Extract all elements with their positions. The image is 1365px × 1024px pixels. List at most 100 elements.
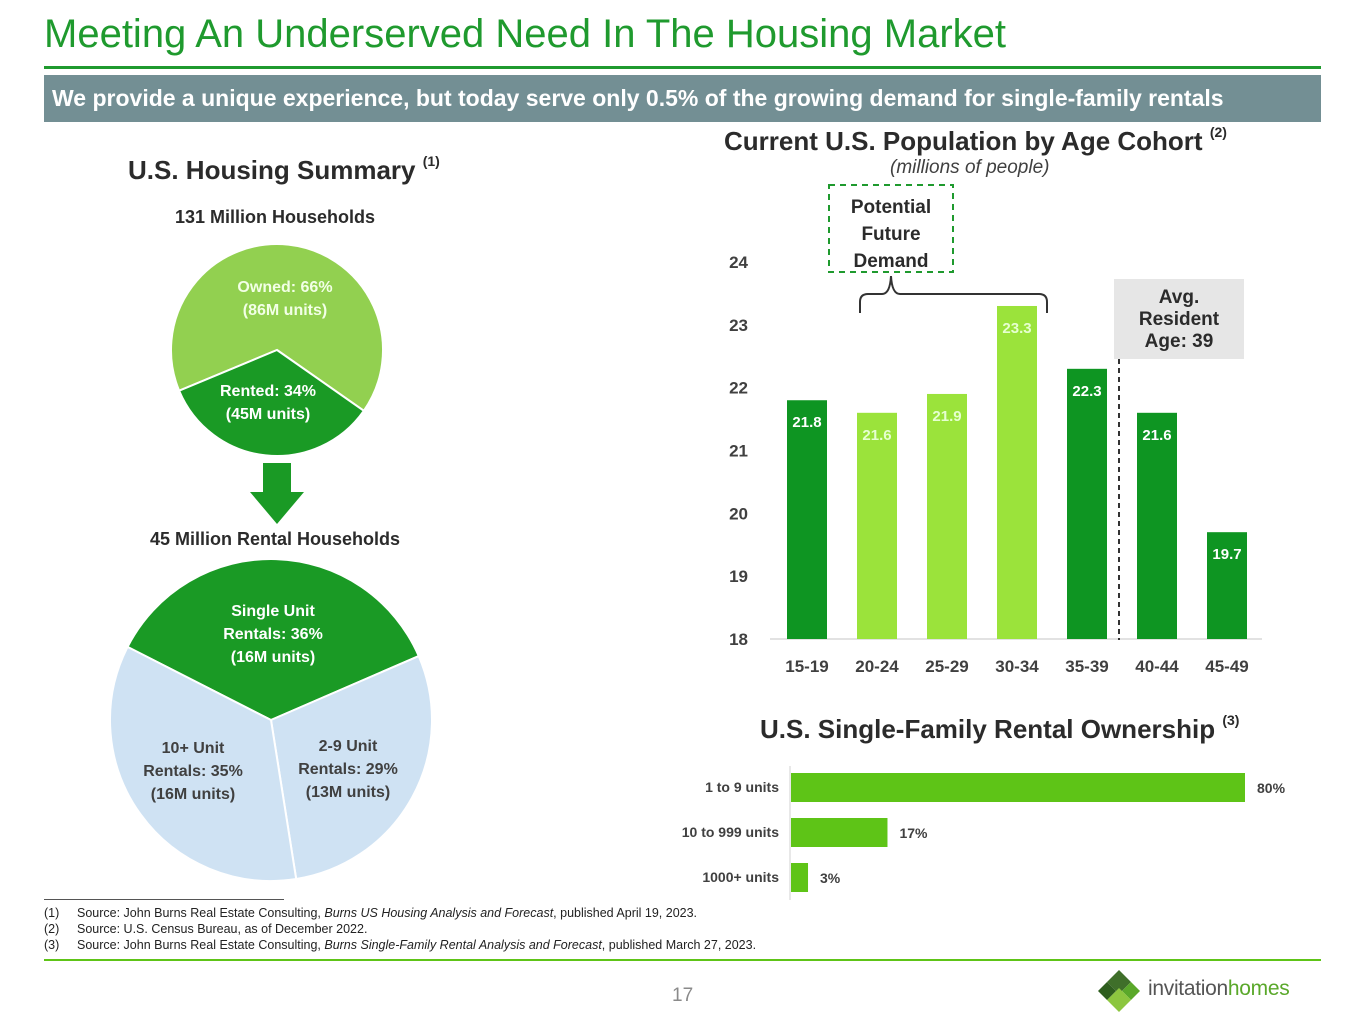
- population-bar: [997, 305, 1037, 639]
- footer-divider: [44, 959, 1321, 961]
- single-unit-label-line1: Single Unit: [231, 603, 315, 620]
- sfr-footnote-ref: (3): [1222, 712, 1240, 728]
- bar-value-label: 21.6: [862, 427, 891, 444]
- y-tick-label: 24: [729, 253, 748, 272]
- ten-plus-label-line1: 10+ Unit: [161, 740, 225, 757]
- sfr-bar: [791, 773, 1245, 802]
- y-tick-label: 21: [729, 442, 748, 461]
- sfr-chart-title: U.S. Single-Family Rental Ownership (3): [760, 712, 1240, 745]
- bar-value-label: 21.8: [792, 414, 821, 431]
- avg-line2: Resident: [1139, 309, 1220, 330]
- two-to-nine-unit-label: 2-9 Unit Rentals: 29% (13M units): [288, 735, 408, 804]
- population-chart-title-text: Current U.S. Population by Age Cohort: [724, 126, 1203, 156]
- y-tick-label: 22: [729, 379, 748, 398]
- two-to-nine-label-line2: Rentals: 29%: [298, 761, 398, 778]
- x-tick-label: 30-34: [995, 657, 1039, 676]
- sfr-chart-title-text: U.S. Single-Family Rental Ownership: [760, 714, 1216, 744]
- owned-label-line1: Owned: 66%: [237, 279, 333, 296]
- sfr-value-label: 17%: [899, 825, 928, 841]
- headline-banner: We provide a unique experience, but toda…: [44, 75, 1321, 122]
- single-unit-label-line2: Rentals: 36%: [223, 626, 323, 643]
- y-tick-label: 18: [729, 630, 748, 649]
- owned-label-line2: (86M units): [242, 302, 328, 319]
- footnote-3-source: Burns Single-Family Rental Analysis and …: [324, 938, 602, 952]
- down-arrow-icon: [250, 463, 304, 524]
- y-tick-label: 19: [729, 567, 748, 586]
- sfr-bar: [791, 818, 888, 847]
- sfr-category-label: 10 to 999 units: [682, 824, 779, 840]
- footnote-2-number: (2): [44, 922, 60, 936]
- sfr-bar-chart: 1 to 9 units 80% 10 to 999 units 17% 1000+ u…: [682, 766, 1286, 900]
- footnote-2: (2) Source: U.S. Census Bureau, as of Dec…: [44, 922, 367, 936]
- demand-line3: Demand: [854, 251, 929, 272]
- avg-age-box: [1114, 279, 1244, 359]
- sfr-category-label: 1000+ units: [702, 869, 779, 885]
- footnote-3: (3) Source: John Burns Real Estate Consul…: [44, 938, 756, 952]
- sfr-bar: [791, 863, 809, 892]
- sfr-category-label: 1 to 9 units: [705, 779, 779, 795]
- x-tick-label: 35-39: [1065, 657, 1108, 676]
- single-unit-slice: [126, 558, 421, 722]
- households-label: 131 Million Households: [175, 207, 376, 227]
- footnote-1-source: Burns US Housing Analysis and Forecast: [324, 906, 554, 920]
- demand-line2: Future: [861, 224, 920, 245]
- footnote-3-number: (3): [44, 938, 60, 952]
- two-to-nine-label-line3: (13M units): [305, 784, 391, 801]
- ten-plus-unit-slice: [109, 645, 298, 882]
- ten-plus-unit-label: 10+ Unit Rentals: 35% (16M units): [133, 737, 253, 806]
- footnote-1-text: Source: John Burns Real Estate Consultin…: [77, 906, 325, 920]
- housing-summary-title: U.S. Housing Summary (1): [128, 153, 440, 186]
- demand-line1: Potential: [851, 197, 931, 218]
- footnote-divider: [44, 899, 284, 900]
- demand-brace: [859, 275, 1048, 313]
- housing-summary-footnote-ref: (1): [422, 153, 440, 169]
- population-bar: [927, 393, 967, 639]
- rented-slice: [177, 348, 366, 457]
- x-tick-label: 20-24: [855, 657, 899, 676]
- logo-word-invitation: invitation: [1148, 977, 1228, 1000]
- footnote-3-date: , published March 27, 2023.: [601, 938, 757, 952]
- population-bar-chart: 18 19 20 21 22 23 24 21.8 21.6 21.9 23.3 22.3 21.6 1…: [729, 184, 1262, 676]
- sfr-value-label: 3%: [820, 870, 841, 886]
- rental-households-label: 45 Million Rental Households: [150, 529, 401, 549]
- population-chart-title: Current U.S. Population by Age Cohort (2…: [724, 124, 1227, 157]
- bar-value-label: 22.3: [1072, 383, 1101, 400]
- y-tick-label: 23: [729, 316, 748, 335]
- bar-value-label: 23.3: [1002, 320, 1031, 337]
- page-title: Meeting An Underserved Need In The Housi…: [44, 12, 1007, 56]
- avg-line1: Avg.: [1159, 287, 1199, 308]
- population-chart-subtitle: (millions of people): [890, 157, 1050, 178]
- rented-label-line2: (45M units): [225, 406, 311, 423]
- y-tick-label: 20: [729, 504, 748, 523]
- footnote-3-text: Source: John Burns Real Estate Consultin…: [77, 938, 325, 952]
- bar-value-label: 19.7: [1212, 546, 1241, 563]
- rented-label-line1: Rented: 34%: [219, 383, 317, 400]
- owned-slice: [170, 243, 384, 413]
- ten-plus-label-line2: Rentals: 35%: [143, 763, 243, 780]
- population-bar: [857, 412, 897, 639]
- ten-plus-label-line3: (16M units): [150, 786, 236, 803]
- housing-pies: [109, 243, 433, 882]
- potential-demand-box: [828, 184, 954, 273]
- sfr-value-label: 80%: [1257, 780, 1286, 796]
- invitation-homes-logo: invitationhomes: [1148, 977, 1290, 1001]
- x-tick-label: 15-19: [785, 657, 828, 676]
- x-tick-label: 45-49: [1205, 657, 1248, 676]
- population-bar: [787, 400, 827, 639]
- rented-label: Rented: 34% (45M units): [208, 380, 328, 426]
- page-number: 17: [672, 985, 694, 1006]
- invitation-homes-logo-icon: [1098, 970, 1140, 1012]
- bar-value-label: 21.6: [1142, 427, 1171, 444]
- footnote-2-text: Source: U.S. Census Bureau, as of Decemb…: [77, 922, 368, 936]
- owned-label: Owned: 66% (86M units): [225, 276, 345, 322]
- population-footnote-ref: (2): [1209, 124, 1227, 140]
- footnote-1-date: , published April 19, 2023.: [553, 906, 698, 920]
- logo-word-homes: homes: [1227, 977, 1290, 1000]
- footnote-1: (1) Source: John Burns Real Estate Consul…: [44, 906, 697, 920]
- avg-line3: Age: 39: [1145, 331, 1214, 352]
- bar-value-label: 21.9: [932, 408, 961, 425]
- x-tick-label: 40-44: [1135, 657, 1179, 676]
- population-bar: [1137, 412, 1177, 639]
- two-to-nine-label-line1: 2-9 Unit: [318, 738, 378, 755]
- two-to-nine-unit-slice: [269, 654, 433, 881]
